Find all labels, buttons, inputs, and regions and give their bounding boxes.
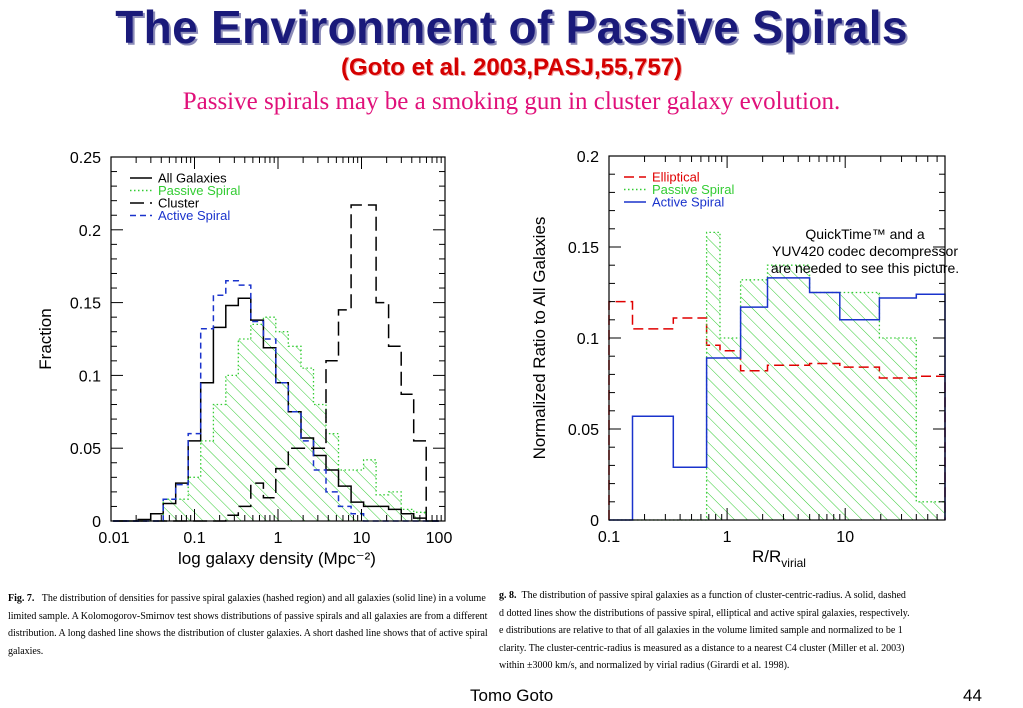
radius-histogram-chart: 0.1 1 10 0 0.05 0.1 0.15 0.2 EllipticalPassive … <box>530 149 946 570</box>
y-tick-label: 0.15 <box>568 240 599 257</box>
slide-subtitle: Passive spirals may be a smoking gun in … <box>182 88 841 115</box>
caption-line: clarity. The cluster-centric-radius is m… <box>499 642 905 654</box>
caption-line: e distributions are relative to that of … <box>499 625 903 636</box>
legend-label-passive-spiral: Passive Spiral <box>158 183 240 198</box>
quicktime-line: YUV420 codec decompressor <box>772 243 958 259</box>
caption-line: d dotted lines show the distributions of… <box>499 607 910 619</box>
y-tick-label: 0.05 <box>568 422 599 439</box>
x-tick-label: 10 <box>353 530 371 547</box>
x-tick-label: 0.1 <box>183 530 205 547</box>
quicktime-line: QuickTime™ and a <box>805 226 925 242</box>
footer-author: Tomo Goto <box>470 686 554 705</box>
caption-line: The distribution of passive spiral galax… <box>521 590 906 601</box>
y-tick-label: 0.2 <box>577 149 599 166</box>
y-axis-label: Normalized Ratio to All Galaxies <box>530 217 549 460</box>
y-tick-label: 0.1 <box>79 368 101 385</box>
elliptical-series-line <box>608 300 946 520</box>
x-tick-label: 1 <box>274 530 283 547</box>
density-histogram-chart: 0.01 0.1 1 10 100 0 0.05 0.1 0.15 0.2 0.25 All Gal… <box>36 150 453 568</box>
y-tick-label: 0.2 <box>79 223 101 240</box>
x-axis-label-main: R/R <box>752 547 781 566</box>
legend-label-passive-spiral: Passive Spiral <box>652 182 734 197</box>
x-tick-label: 0.1 <box>598 529 620 546</box>
y-tick-label: 0.25 <box>70 150 101 167</box>
figure-7-caption: Fig. 7. The distribution of densities fo… <box>8 590 508 660</box>
passive-spiral-series-line <box>609 231 946 521</box>
y-tick-label: 0.1 <box>577 331 599 348</box>
passive-spiral-hatch-area <box>609 232 945 520</box>
quicktime-placeholder: QuickTime™ and a YUV420 codec decompress… <box>744 226 986 277</box>
legend-label-elliptical: Elliptical <box>652 170 700 185</box>
x-tick-label: 10 <box>836 529 854 546</box>
y-tick-label: 0.15 <box>70 296 101 313</box>
legend-label-all-galaxies: All Galaxies <box>158 171 227 186</box>
caption-line: within ±3000 km/s, and normalized by vir… <box>499 660 790 671</box>
y-axis-label: Fraction <box>36 308 55 369</box>
x-tick-label: 0.01 <box>98 530 129 547</box>
y-tick-label: 0.05 <box>70 441 101 458</box>
active-spiral-series-line <box>609 277 946 521</box>
caption-text: The distribution of densities for passiv… <box>8 593 488 657</box>
all-galaxies-series-line <box>113 297 439 522</box>
x-axis-label: R/Rvirial <box>752 547 806 570</box>
legend-label-cluster: Cluster <box>158 196 200 211</box>
x-axis-label-subscript: virial <box>781 556 806 570</box>
y-tick-label: 0 <box>590 513 599 530</box>
x-tick-label: 100 <box>426 530 453 547</box>
quicktime-line: are needed to see this picture. <box>770 260 960 276</box>
citation: (Goto et al. 2003,PASJ,55,757) <box>340 54 683 81</box>
legend-label-active-spiral: Active Spiral <box>652 195 724 210</box>
x-tick-label: 1 <box>723 529 732 546</box>
legend-label-active-spiral: Active Spiral <box>158 208 230 223</box>
page-number: 44 <box>963 686 982 705</box>
figure-8-caption: g. 8. The distribution of passive spiral… <box>499 587 1003 675</box>
y-tick-label: 0 <box>92 514 101 531</box>
x-axis-label: log galaxy density (Mpc⁻²) <box>178 549 376 568</box>
caption-label: Fig. 7. <box>8 593 35 604</box>
slide-title: The Environment of Passive Spirals <box>115 1 908 53</box>
caption-label: g. 8. <box>499 590 517 601</box>
